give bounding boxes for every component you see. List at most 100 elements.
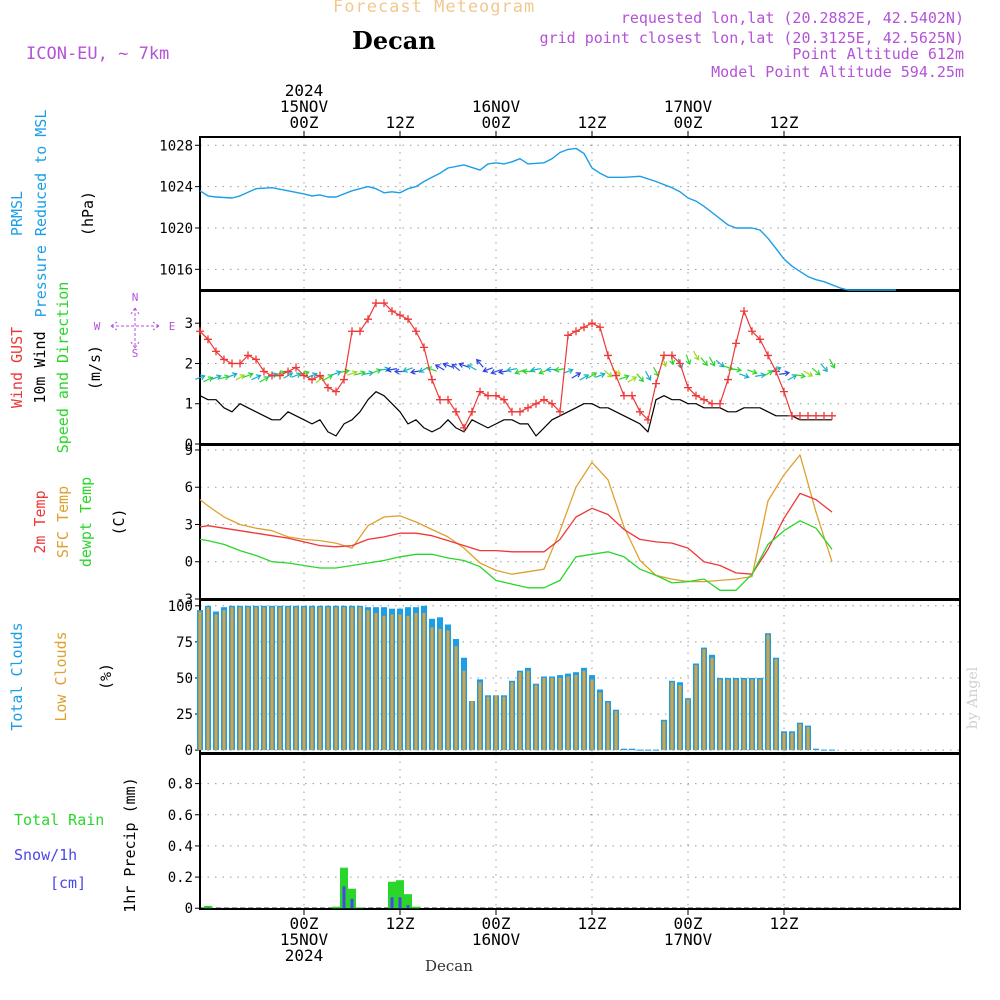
wind-gust-marker xyxy=(652,379,660,388)
precip-tick-label: 0.8 xyxy=(168,777,193,793)
wind-axis-label: Speed and Direction xyxy=(54,282,72,454)
temp-axis-label: dewpt Temp xyxy=(77,477,95,567)
wind-gust-marker xyxy=(372,299,380,308)
compass-arrows-icon xyxy=(110,307,160,349)
wind-direction-arrow xyxy=(227,372,238,378)
pressure-line xyxy=(199,147,896,291)
wind-gust-markers xyxy=(196,299,836,432)
wind-frame xyxy=(199,290,961,445)
top-time-label: 16NOV xyxy=(472,97,521,116)
sfc-temp-line xyxy=(199,454,833,583)
low-cloud-bar xyxy=(758,679,762,751)
low-cloud-bar xyxy=(598,692,602,751)
wind-direction-arrow xyxy=(715,359,725,368)
temp-tick-label: 6 xyxy=(185,480,193,496)
wind-gust-marker xyxy=(420,343,428,352)
requested-coordinates: requested lon,lat (20.2882E, 42.5402N) xyxy=(620,9,964,27)
pressure-panel: 1016 1020 1024 1028 PRMSL Pressure Reduced to… xyxy=(8,110,961,318)
clouds-axis-label: Low Clouds xyxy=(52,631,70,721)
low-cloud-bar xyxy=(222,610,226,751)
wind-gust-marker xyxy=(452,407,460,416)
wind-gust-marker xyxy=(396,311,404,320)
low-cloud-bar xyxy=(566,676,570,751)
wind-direction-arrow xyxy=(787,374,798,381)
low-cloud-bar xyxy=(742,679,746,751)
low-cloud-bar xyxy=(366,610,370,751)
wind-gust-marker xyxy=(796,411,804,420)
wind-direction-arrow xyxy=(251,374,262,381)
snow-bar xyxy=(390,897,394,909)
snow-bar xyxy=(398,897,402,909)
wind-direction-arrow xyxy=(259,376,270,383)
wind-gust-marker xyxy=(516,407,524,416)
wind-direction-arrow xyxy=(627,376,638,383)
low-cloud-bar xyxy=(462,670,466,751)
wind-direction-arrow xyxy=(434,364,445,371)
top-time-label: 12Z xyxy=(578,113,607,132)
wind-direction-arrow xyxy=(747,369,758,375)
temp-frame xyxy=(199,444,961,600)
temp-axis-label: 2m Temp xyxy=(31,490,49,553)
low-cloud-bar xyxy=(614,711,618,751)
low-cloud-bar xyxy=(510,682,514,751)
wind-gust-marker xyxy=(580,323,588,332)
wind-gust-marker xyxy=(780,387,788,396)
wind-gust-marker xyxy=(628,391,636,400)
top-time-label: 12Z xyxy=(770,113,799,132)
meteogram-subtitle: Forecast Meteogram xyxy=(333,0,536,17)
wind-direction-arrow xyxy=(458,362,469,368)
low-cloud-bar xyxy=(246,607,250,751)
wind-gust-marker xyxy=(340,375,348,384)
wind-direction-arrow xyxy=(451,363,461,372)
wind-gust-marker xyxy=(300,371,308,380)
temp-tick-label: 0 xyxy=(185,555,193,571)
bottom-time-label: 12Z xyxy=(386,914,415,933)
low-cloud-bar xyxy=(430,627,434,751)
wind-gust-marker xyxy=(716,399,724,408)
wind-direction-arrow xyxy=(579,374,590,381)
wind-gust-marker xyxy=(564,331,572,340)
wind-gust-marker xyxy=(532,399,540,408)
compass-west-label: W xyxy=(94,320,101,333)
low-cloud-bar xyxy=(494,695,498,751)
wind-gust-marker xyxy=(620,391,628,400)
wind-gust-marker xyxy=(492,391,500,400)
top-time-label: 2024 xyxy=(285,81,324,100)
precip-tick-label: 0 xyxy=(185,901,193,917)
bottom-time-label: 15NOV xyxy=(280,930,329,949)
wind-direction-arrow xyxy=(482,367,493,373)
2m-temp-line xyxy=(199,492,833,575)
bottom-time-label: 16NOV xyxy=(472,930,521,949)
wind-direction-arrow xyxy=(211,374,222,380)
low-cloud-bar xyxy=(230,607,234,751)
wind-direction-arrow xyxy=(685,354,692,366)
wind-gust-marker xyxy=(444,395,452,404)
clouds-tick-label: 50 xyxy=(176,671,193,687)
low-cloud-bar xyxy=(302,607,306,751)
wind-gust-marker xyxy=(596,323,604,332)
wind-tick-label: 0 xyxy=(185,437,193,453)
low-cloud-bar xyxy=(726,679,730,751)
top-time-label: 00Z xyxy=(290,113,319,132)
pressure-axis-label: Pressure Reduced to MSL xyxy=(32,110,50,318)
low-cloud-bar xyxy=(198,611,202,751)
top-time-label: 15NOV xyxy=(280,97,329,116)
top-time-label: 12Z xyxy=(386,113,415,132)
temp-tick-label: -3 xyxy=(176,592,193,608)
pressure-tick-label: 1016 xyxy=(159,262,193,278)
wind-gust-marker xyxy=(708,399,716,408)
low-cloud-bar xyxy=(798,724,802,751)
pressure-frame xyxy=(199,136,961,291)
wind-direction-arrow xyxy=(803,370,814,377)
precip-tick-label: 0.4 xyxy=(168,839,193,855)
low-cloud-bar xyxy=(422,613,426,751)
wind-direction-arrow xyxy=(529,366,542,373)
wind-direction-arrow xyxy=(203,376,214,383)
low-cloud-bar xyxy=(254,607,258,751)
low-cloud-bar xyxy=(286,607,290,751)
low-cloud-bar xyxy=(398,614,402,751)
wind-gust-marker xyxy=(588,319,596,328)
low-cloud-bar xyxy=(478,682,482,751)
wind-gust-marker xyxy=(764,351,772,360)
wind-gust-marker xyxy=(204,335,212,344)
